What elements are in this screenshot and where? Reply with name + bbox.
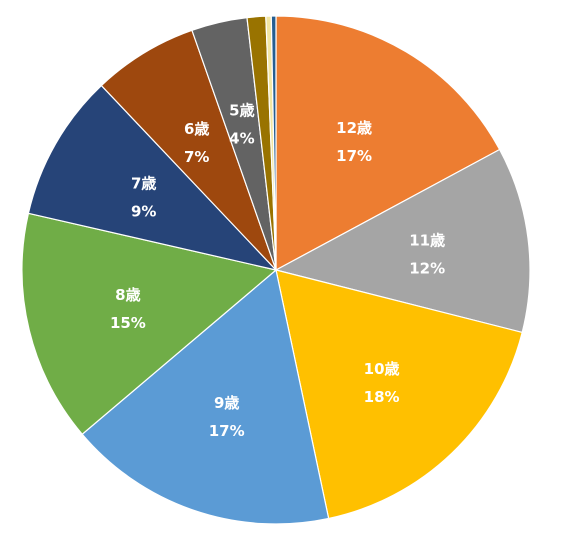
pie-slice-10	[270, 15, 277, 271]
slice-category-label: 10歳	[364, 360, 400, 378]
slice-percent-label: 17%	[209, 422, 245, 440]
pie-slice-7歳	[27, 84, 278, 272]
pie-slice-10歳	[275, 269, 523, 520]
slice-percent-label: 7%	[184, 148, 209, 166]
slice-category-label: 12歳	[336, 119, 372, 137]
slice-percent-label: 17%	[336, 147, 372, 165]
slice-percent-label: 9%	[131, 202, 156, 220]
labels-layer: 12歳 17% 11歳 12% 10歳 18% 9歳 17% 8歳 15% 7歳 9% 6歳 7% 5歳 4%	[110, 102, 445, 441]
slice-percent-label: 12%	[409, 259, 445, 277]
pie-slice-6歳	[100, 29, 277, 271]
slice-percent-label: 15%	[110, 314, 146, 332]
pie-slice-8歳	[21, 212, 278, 436]
slice-category-label: 6歳	[184, 120, 209, 138]
slice-percent-label: 18%	[364, 388, 400, 406]
pie-slice-12歳	[275, 15, 501, 272]
slice-percent-label: 4%	[229, 130, 254, 148]
pie-slice-9歳	[81, 268, 330, 525]
slice-category-label: 8歳	[115, 286, 140, 304]
slice-category-label: 11歳	[409, 231, 445, 249]
slice-category-label: 9歳	[214, 394, 239, 412]
pie-slice-11歳	[274, 148, 531, 334]
slice-category-label: 5歳	[229, 102, 254, 120]
slice-category-label: 7歳	[131, 174, 156, 192]
slices-layer	[21, 15, 531, 525]
